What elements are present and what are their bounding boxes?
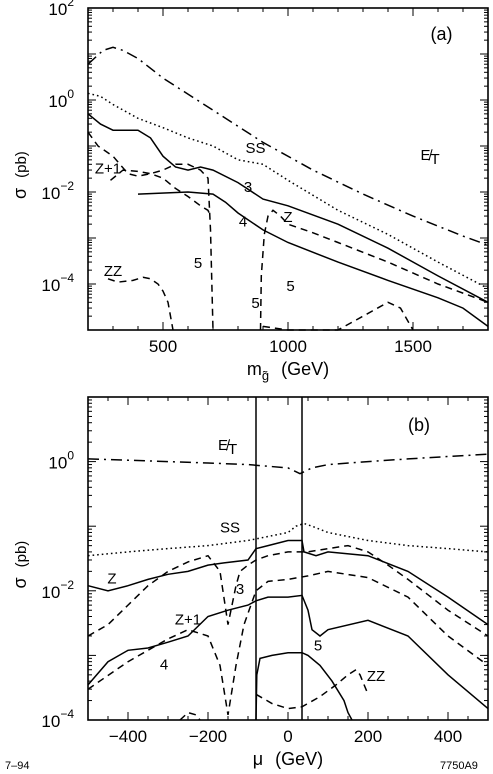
x-tick-label: 400 <box>434 727 462 746</box>
series-line <box>87 92 489 290</box>
annotation: ZZ <box>104 263 122 280</box>
y-tick-label: 10−4 <box>41 271 74 295</box>
x-tick-label: 500 <box>149 337 177 356</box>
series-line <box>137 191 489 328</box>
footer-right: 7750A9 <box>440 760 478 772</box>
plot-frame-b <box>87 396 489 721</box>
annotation: Z <box>283 209 292 226</box>
annotation: 5 <box>251 295 259 312</box>
x-axis-label: μ (GeV) <box>253 749 323 769</box>
x-tick-label: −200 <box>189 727 227 746</box>
y-axis-label: σ(pb) <box>10 541 30 589</box>
annotation: Z <box>107 570 116 587</box>
panel-label: (a) <box>431 24 453 44</box>
y-axis-label: σ(pb) <box>10 151 30 199</box>
series-line <box>259 209 489 331</box>
series-line <box>110 169 212 217</box>
series-line <box>255 668 369 710</box>
annotation: 3 <box>236 581 244 598</box>
y-tick-label: 10−4 <box>41 707 74 731</box>
annotation: 4 <box>160 657 168 674</box>
annotation: 4 <box>239 213 247 230</box>
series-line <box>107 276 174 331</box>
x-tick-label: −400 <box>109 727 147 746</box>
series-line <box>179 711 201 721</box>
annotation: 5 <box>194 255 202 272</box>
series-line <box>255 651 353 721</box>
x-tick-label: 1000 <box>269 337 307 356</box>
y-tick-label: 10−2 <box>41 578 74 602</box>
annotation: Z+1 <box>95 161 121 178</box>
annotation: 5 <box>314 637 322 654</box>
y-tick-label: 100 <box>48 449 74 473</box>
series-line <box>262 301 414 331</box>
series-line <box>87 131 214 331</box>
annotation: 5 <box>286 278 294 295</box>
annotation: E̸T <box>218 437 237 458</box>
series-line <box>87 522 489 557</box>
y-tick-label: 102 <box>48 0 74 19</box>
annotation: SS <box>245 140 265 157</box>
x-tick-label: 200 <box>354 727 382 746</box>
series-line <box>87 453 489 475</box>
series-line <box>87 113 489 303</box>
annotation: 3 <box>244 179 252 196</box>
series-line <box>87 46 489 246</box>
x-tick-label: 1500 <box>394 337 432 356</box>
panel-label: (b) <box>408 415 430 435</box>
footer-left: 7–94 <box>5 760 29 772</box>
x-tick-label: 0 <box>283 727 292 746</box>
annotation: E̸T <box>421 147 440 168</box>
series-line <box>87 539 489 626</box>
annotation: ZZ <box>367 668 385 685</box>
series-line <box>87 544 489 637</box>
series-line <box>87 594 489 710</box>
annotation: SS <box>220 519 240 536</box>
y-tick-label: 100 <box>48 87 74 111</box>
x-axis-label: mg̃ (GeV) <box>247 359 329 383</box>
series-line <box>87 570 489 716</box>
annotation: Z+1 <box>175 612 201 629</box>
y-tick-label: 10−2 <box>41 179 74 203</box>
